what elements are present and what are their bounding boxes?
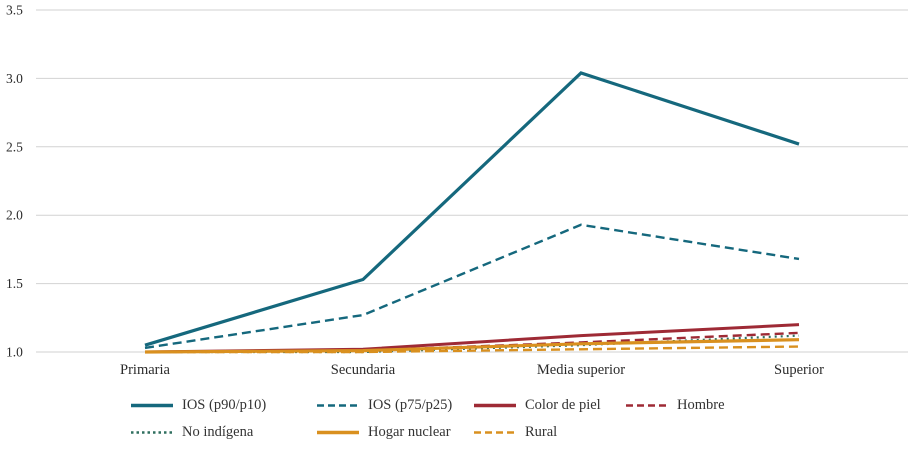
legend-item: Color de piel — [473, 398, 625, 413]
y-axis-tick-label: 2.0 — [6, 208, 23, 223]
legend-item: IOS (p75/p25) — [316, 398, 473, 413]
legend-item: No indígena — [130, 425, 316, 440]
series-line — [144, 71, 800, 347]
y-axis-tick-label: 3.0 — [6, 71, 23, 86]
series-line — [145, 345, 800, 354]
legend-item: IOS (p90/p10) — [130, 398, 316, 413]
x-axis-category-label: Superior — [774, 362, 824, 378]
legend-label: Hogar nuclear — [368, 424, 451, 441]
legend-label: IOS (p90/p10) — [182, 397, 267, 414]
x-axis-category-label: Primaria — [120, 362, 170, 378]
y-axis-tick-label: 1.5 — [6, 276, 23, 291]
series-line — [144, 338, 800, 354]
legend-item: Hombre — [625, 398, 916, 413]
legend-line-swatch — [317, 404, 359, 407]
legend-label: Hombre — [677, 397, 725, 414]
plot-area: 1.0 1.5 2.0 2.5 3.0 3.5 Primaria Secundaria Medi… — [6, 3, 908, 378]
legend-line-swatch — [474, 431, 516, 434]
legend-label: IOS (p75/p25) — [368, 397, 453, 414]
legend-label: Rural — [525, 424, 558, 441]
chart-legend: IOS (p90/p10) IOS (p75/p25) Color de piel H… — [130, 392, 916, 446]
legend-label: No indígena — [182, 424, 254, 441]
legend-item: Hogar nuclear — [316, 425, 473, 440]
legend-line-swatch — [626, 404, 668, 407]
y-axis-tick-label: 2.5 — [6, 139, 23, 154]
legend-line-swatch — [474, 403, 516, 408]
legend-row-2: No indígena Hogar nuclear Rural — [130, 419, 916, 446]
legend-line-swatch — [131, 403, 173, 408]
x-axis-category-label: Secundaria — [331, 362, 396, 378]
legend-row-1: IOS (p90/p10) IOS (p75/p25) Color de piel H… — [130, 392, 916, 419]
legend-label: Color de piel — [525, 397, 601, 414]
y-axis-tick-label: 3.5 — [6, 3, 23, 18]
y-axis-tick-label: 1.0 — [6, 345, 23, 360]
legend-line-swatch — [131, 431, 173, 434]
legend-item: Rural — [473, 425, 625, 440]
x-axis-category-label: Media superior — [537, 362, 625, 378]
series-line — [144, 223, 800, 350]
legend-line-swatch — [317, 430, 359, 435]
